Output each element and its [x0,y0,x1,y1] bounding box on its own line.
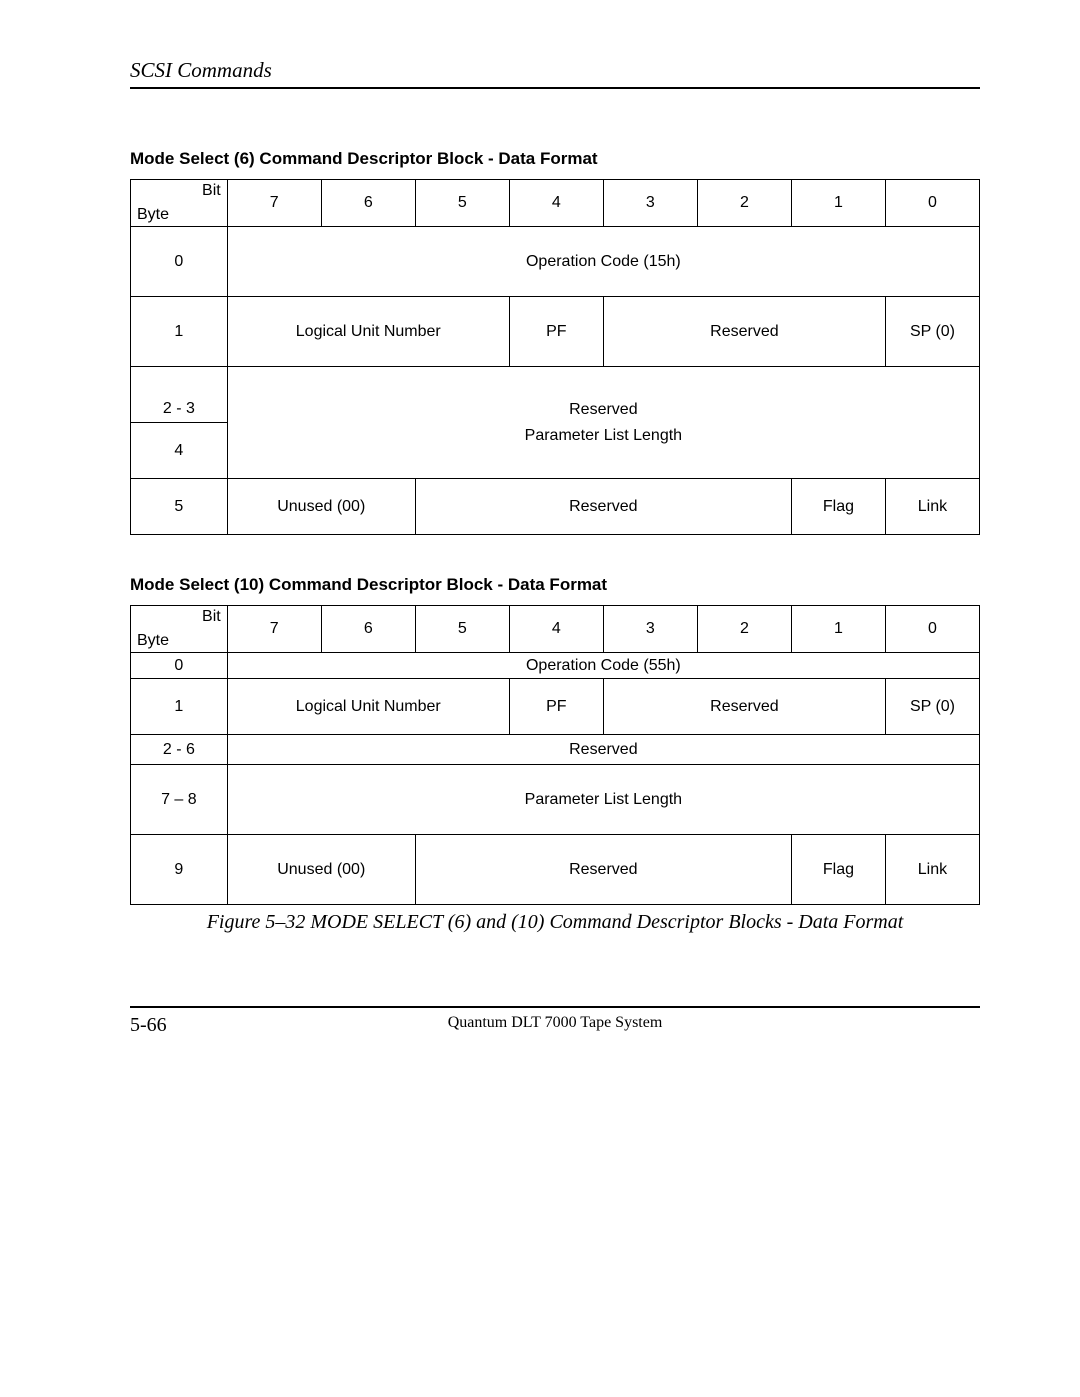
byte-cell: 1 [131,679,228,735]
opcode-cell: Operation Code (15h) [227,227,979,297]
table-row: 9 Unused (00) Reserved Flag Link [131,835,980,905]
table-row: 0 Operation Code (15h) [131,227,980,297]
byte-cell: 0 [131,653,228,679]
table-row: Bit Byte 7 6 5 4 3 2 1 0 [131,180,980,227]
link-cell: Link [885,479,979,535]
bit-header: 4 [509,180,603,227]
bit-header: 5 [415,180,509,227]
byte-label: Byte [137,632,169,650]
table6-title: Mode Select (6) Command Descriptor Block… [130,149,980,169]
corner-cell: Bit Byte [131,606,228,653]
table-row: 2 - 3 Reserved [131,367,980,423]
opcode-cell: Operation Code (55h) [227,653,979,679]
bit-header: 0 [885,180,979,227]
byte-cell: 1 [131,297,228,367]
footer: Quantum DLT 7000 Tape System 5-66 [130,1006,980,1037]
corner-cell: Bit Byte [131,180,228,227]
table-row: Bit Byte 7 6 5 4 3 2 1 0 [131,606,980,653]
byte-label: Byte [137,206,169,224]
bit-header: 6 [321,180,415,227]
table-row: 1 Logical Unit Number PF Reserved SP (0) [131,679,980,735]
unused-cell: Unused (00) [227,835,415,905]
bit-header: 7 [227,180,321,227]
table-row: 1 Logical Unit Number PF Reserved SP (0) [131,297,980,367]
footer-system: Quantum DLT 7000 Tape System [130,1014,980,1032]
bit-header: 2 [697,606,791,653]
table10: Bit Byte 7 6 5 4 3 2 1 0 0 Operation Cod… [130,605,980,905]
reserved-cell: Reserved [603,297,885,367]
pll-cell: Parameter List Length [227,765,979,835]
bit-label: Bit [202,182,221,200]
byte-cell: 2 - 6 [131,735,228,765]
bit-header: 7 [227,606,321,653]
header-rule [130,87,980,89]
document-page: SCSI Commands Mode Select (6) Command De… [0,0,1080,1397]
reserved-cell: Reserved [603,679,885,735]
flag-cell: Flag [791,835,885,905]
byte-cell: 7 – 8 [131,765,228,835]
bit-header: 0 [885,606,979,653]
byte-cell: 2 - 3 [131,367,228,423]
table-row: 2 - 6 Reserved [131,735,980,765]
table10-title: Mode Select (10) Command Descriptor Bloc… [130,575,980,595]
reserved-cell: Reserved [227,367,979,423]
table-row: 0 Operation Code (55h) [131,653,980,679]
bit-header: 1 [791,606,885,653]
table-row: 5 Unused (00) Reserved Flag Link [131,479,980,535]
pf-cell: PF [509,679,603,735]
table6: Bit Byte 7 6 5 4 3 2 1 0 0 Operation Cod… [130,179,980,535]
table-row: 4 Parameter List Length [131,423,980,479]
lun-cell: Logical Unit Number [227,297,509,367]
byte-cell: 5 [131,479,228,535]
reserved-cell: Reserved [415,479,791,535]
bit-label: Bit [202,608,221,626]
reserved-cell: Reserved [415,835,791,905]
figure-caption: Figure 5–32 MODE SELECT (6) and (10) Com… [130,911,980,934]
byte-cell: 9 [131,835,228,905]
unused-cell: Unused (00) [227,479,415,535]
bit-header: 6 [321,606,415,653]
flag-cell: Flag [791,479,885,535]
bit-header: 2 [697,180,791,227]
bit-header: 4 [509,606,603,653]
running-header: SCSI Commands [130,58,980,83]
sp-cell: SP (0) [885,297,979,367]
bit-header: 3 [603,180,697,227]
byte-cell: 0 [131,227,228,297]
bit-header: 1 [791,180,885,227]
pf-cell: PF [509,297,603,367]
sp-cell: SP (0) [885,679,979,735]
table-row: 7 – 8 Parameter List Length [131,765,980,835]
link-cell: Link [885,835,979,905]
bit-header: 3 [603,606,697,653]
pll-cell: Parameter List Length [227,423,979,479]
bit-header: 5 [415,606,509,653]
byte-cell: 4 [131,423,228,479]
footer-rule [130,1006,980,1008]
reserved-cell: Reserved [227,735,979,765]
lun-cell: Logical Unit Number [227,679,509,735]
